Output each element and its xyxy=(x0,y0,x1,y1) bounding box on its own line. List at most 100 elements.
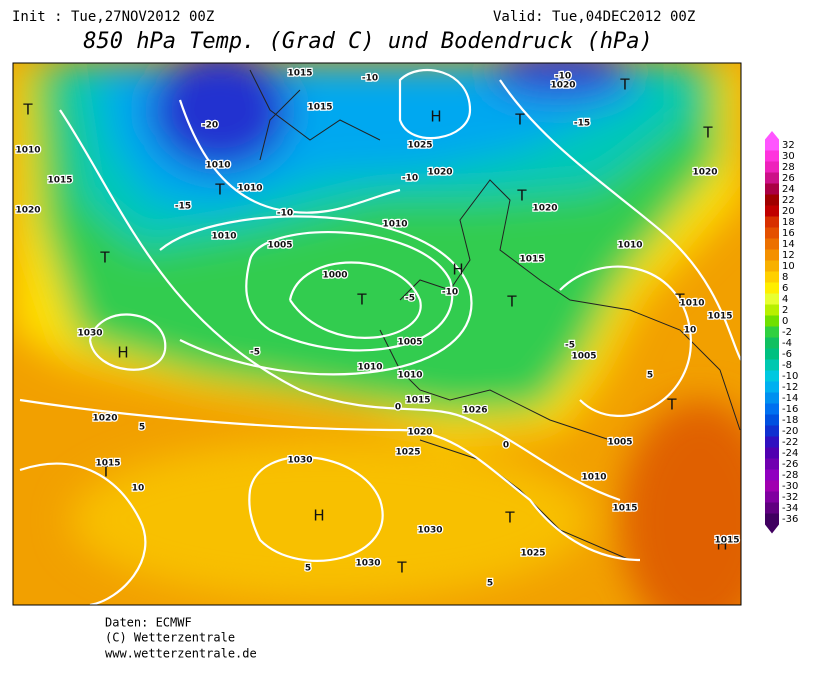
pressure-center: T xyxy=(356,291,367,309)
colorbar-label: 26 xyxy=(782,173,795,184)
contour-label: 1025 xyxy=(395,448,420,458)
colorbar-label: -30 xyxy=(782,481,798,492)
contour-label: 1015 xyxy=(707,312,732,322)
colorbar-label: 14 xyxy=(782,239,795,250)
contour-label: 1015 xyxy=(405,396,430,406)
valid-time: Valid: Tue,04DEC2012 00Z xyxy=(493,9,695,25)
colorbar-swatch xyxy=(765,260,779,272)
colorbar-label: 2 xyxy=(782,305,788,316)
colorbar-label: -26 xyxy=(782,459,798,470)
contour-label: 1020 xyxy=(532,204,557,214)
contour-label: -5 xyxy=(405,294,415,304)
colorbar-label: -16 xyxy=(782,404,798,415)
colorbar-swatch xyxy=(765,293,779,305)
contour-label: 1030 xyxy=(287,456,312,466)
colorbar-swatch xyxy=(765,139,779,151)
colorbar-swatch xyxy=(765,436,779,448)
pressure-center: T xyxy=(99,249,110,267)
colorbar-label: -24 xyxy=(782,448,798,459)
colorbar-label: -18 xyxy=(782,415,798,426)
colorbar-swatch xyxy=(765,425,779,437)
colorbar-swatch xyxy=(765,502,779,514)
colorbar-label: -6 xyxy=(782,349,792,360)
contour-label: 1005 xyxy=(571,352,596,362)
colorbar-swatch xyxy=(765,337,779,349)
pressure-center: H xyxy=(716,536,727,554)
contour-label: 1005 xyxy=(607,438,632,448)
colorbar-swatch xyxy=(765,370,779,382)
contour-label: 1015 xyxy=(714,536,739,546)
init-time: Init : Tue,27NOV2012 00Z xyxy=(12,9,214,25)
colorbar-swatch xyxy=(765,304,779,316)
contour-label: 1010 xyxy=(617,241,642,251)
colorbar-swatch xyxy=(765,458,779,470)
contour-label: -10 xyxy=(555,72,571,82)
contour-label: 1015 xyxy=(612,504,637,514)
contour-label: -10 xyxy=(402,174,418,184)
contour-label: 5 xyxy=(139,423,145,433)
contour-label: 1025 xyxy=(407,141,432,151)
colorbar-swatch xyxy=(765,161,779,173)
colorbar-swatch xyxy=(765,172,779,184)
contour-label: 1020 xyxy=(407,428,432,438)
colorbar-label: 24 xyxy=(782,184,795,195)
pressure-center: H xyxy=(313,507,324,525)
contour-label: 1010 xyxy=(397,371,422,381)
colorbar-label: 6 xyxy=(782,283,788,294)
colorbar-label: 32 xyxy=(782,140,795,151)
colorbar-label: -28 xyxy=(782,470,798,481)
colorbar-swatch xyxy=(765,392,779,404)
footer-line: Daten: ECMWF xyxy=(105,616,192,630)
pressure-center: T xyxy=(702,124,713,142)
colorbar-swatch xyxy=(765,447,779,459)
map-title: 850 hPa Temp. (Grad C) und Bodendruck (h… xyxy=(83,29,653,54)
contour-label: 0 xyxy=(503,441,509,451)
contour-label: 5 xyxy=(487,579,493,589)
contour-label: 1026 xyxy=(462,406,487,416)
contour-label: 10 xyxy=(684,326,697,336)
colorbar-label: 0 xyxy=(782,316,788,327)
pressure-center: H xyxy=(117,344,128,362)
contour-label: 10 xyxy=(132,484,145,494)
pressure-center: T xyxy=(674,291,685,309)
contour-label: 5 xyxy=(647,371,653,381)
contour-label: 1020 xyxy=(15,206,40,216)
contour-label: 1020 xyxy=(92,414,117,424)
contour-label: 1030 xyxy=(417,526,442,536)
contour-label: 0 xyxy=(395,403,401,413)
contour-label: 5 xyxy=(305,564,311,574)
contour-label: 1015 xyxy=(95,459,120,469)
colorbar-swatch xyxy=(765,359,779,371)
contour-label: 1020 xyxy=(550,81,575,91)
colorbar-swatch xyxy=(765,414,779,426)
contour-label: 1015 xyxy=(519,255,544,265)
pressure-center: T xyxy=(666,396,677,414)
colorbar-swatch xyxy=(765,227,779,239)
colorbar-swatch xyxy=(765,513,779,525)
colorbar-label: 8 xyxy=(782,272,788,283)
colorbar: 32302826242220181614121086420-2-4-6-8-10… xyxy=(765,131,798,534)
contour-label: 1030 xyxy=(355,559,380,569)
contour-label: 1010 xyxy=(15,146,40,156)
contour-label: -10 xyxy=(362,74,378,84)
colorbar-label: -10 xyxy=(782,371,798,382)
pressure-center: T xyxy=(506,293,517,311)
contour-label: 1000 xyxy=(322,271,347,281)
contour-label: -15 xyxy=(175,202,191,212)
colorbar-label: 18 xyxy=(782,217,795,228)
contour-label: -5 xyxy=(250,348,260,358)
colorbar-swatch xyxy=(765,348,779,360)
colorbar-swatch xyxy=(765,150,779,162)
pressure-center: T xyxy=(619,76,630,94)
contour-label: 1010 xyxy=(237,184,262,194)
contour-label: -5 xyxy=(565,341,575,351)
map-frame xyxy=(12,62,742,606)
contour-label: 1005 xyxy=(397,338,422,348)
contour-label: 1015 xyxy=(307,103,332,113)
pressure-center: T xyxy=(100,463,111,481)
colorbar-label: 4 xyxy=(782,294,788,305)
colorbar-label: -8 xyxy=(782,360,792,371)
colorbar-label: 22 xyxy=(782,195,795,206)
